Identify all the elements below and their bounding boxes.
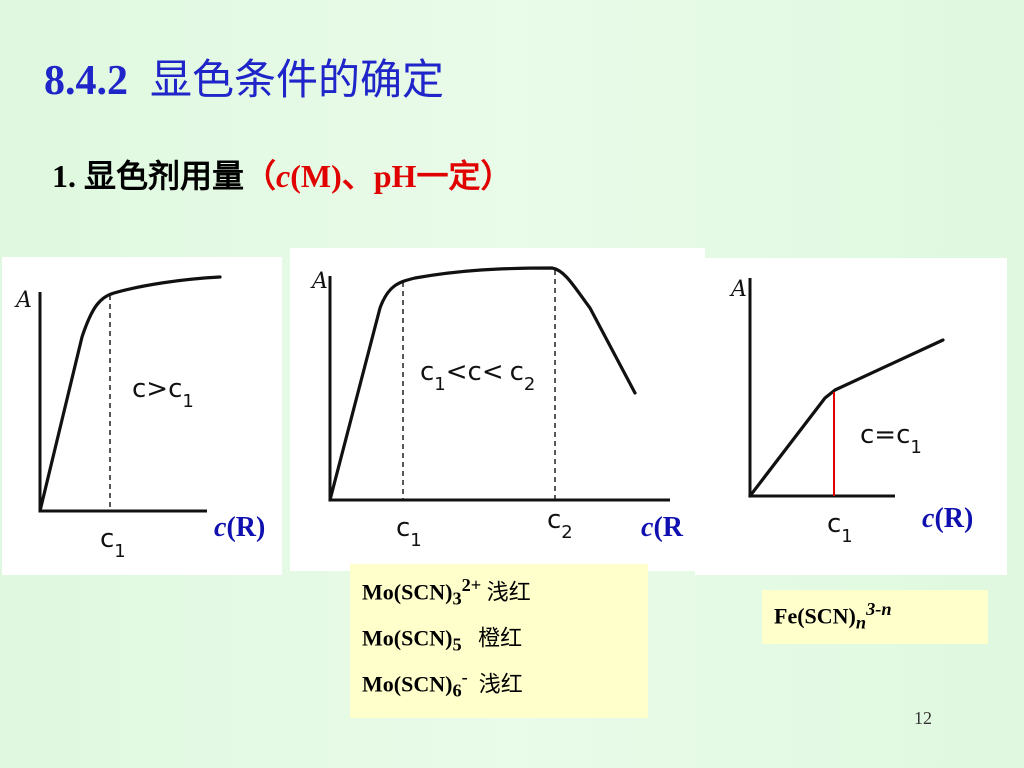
note-line: Mo(SCN)32+ 浅红 [362,575,531,609]
fe-complex-note: Fe(SCN)n3-n [762,590,988,644]
y-axis-label: A [14,288,32,313]
absorbance-curve [328,266,637,502]
absorbance-curve [38,275,222,513]
section-number: 8.4.2 [44,58,128,104]
page-number: 12 [914,708,932,728]
graph-3: A c=c1 c1 [729,277,945,547]
x-tick-c1: c1 [396,513,422,551]
graph-annotation: c1<c< c2 [420,357,535,395]
x-tick-c2: c2 [547,505,573,543]
subtitle-prefix: 1. 显色剂用量 [52,158,245,194]
x-axis-label-2: c(R [641,514,683,542]
mo-complex-note: Mo(SCN)32+ 浅红 Mo(SCN)5 橙红 Mo(SCN)6- 浅红 [350,564,648,718]
y-axis-label: A [310,269,328,294]
x-tick-c1: c1 [827,509,853,547]
graph-1: A c>c1 c1 [14,275,222,562]
x-axis-label-1: c(R) [214,512,266,543]
note-line: Mo(SCN)6- 浅红 [362,667,523,701]
x-tick-c1: c1 [100,524,126,562]
graph-panel-2: A c1<c< c2 c1 c2 [290,248,705,571]
graph-panel-3: A c=c1 c1 [695,258,1007,575]
graph-2: A c1<c< c2 c1 c2 [310,266,670,551]
note-line: Mo(SCN)5 橙红 [362,625,523,655]
graph-panel-1: A c>c1 c1 [2,257,282,575]
subtitle: 1. 显色剂用量（c(M)、pH一定） [52,160,512,192]
graph-annotation: c>c1 [132,374,194,412]
x-axis-label-3: c(R) [922,503,974,534]
absorbance-curve [748,338,945,498]
subtitle-condition: （c(M)、pH一定） [244,158,513,194]
graph-annotation: c=c1 [860,420,922,458]
axes [748,278,895,498]
section-heading: 显色条件的确定 [150,58,445,104]
slide-title: 8.4.2 显色条件的确定 [44,60,444,102]
y-axis-label: A [729,277,747,302]
